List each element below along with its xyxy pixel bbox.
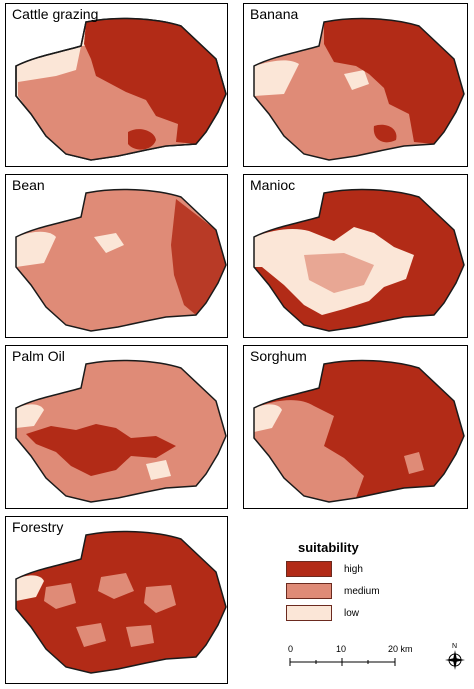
- region-outline: [253, 188, 465, 332]
- region-low: [16, 404, 44, 428]
- region-medium: [98, 573, 134, 599]
- map-panel-bean: Bean: [5, 174, 228, 338]
- region-high: [171, 199, 226, 315]
- map-palm-oil: [15, 359, 227, 503]
- region-high: [324, 18, 464, 144]
- region-medium: [16, 360, 226, 502]
- panel-title: Cattle grazing: [12, 6, 99, 22]
- region-low: [16, 231, 56, 267]
- region-high: [373, 124, 397, 143]
- legend-label: medium: [344, 585, 380, 597]
- legend: suitability high medium low: [286, 540, 446, 621]
- scale-tick-10: 10: [336, 644, 346, 654]
- scale-tick-20: 20 km: [388, 644, 413, 654]
- panel-title: Banana: [250, 6, 299, 22]
- region-medium: [304, 253, 374, 293]
- panel-title: Palm Oil: [12, 348, 65, 364]
- map-panel-manioc: Manioc: [243, 174, 468, 338]
- map-panel-cattle-grazing: Cattle grazing: [5, 3, 228, 167]
- map-sorghum: [253, 359, 465, 503]
- panel-title: Manioc: [250, 177, 296, 193]
- region-medium: [254, 400, 364, 502]
- map-bean: [15, 188, 227, 332]
- legend-label: low: [344, 607, 360, 619]
- compass-icon: N: [440, 640, 470, 674]
- region-medium: [44, 583, 76, 609]
- legend-swatch-medium: [286, 583, 332, 599]
- panel-title: Bean: [12, 177, 45, 193]
- region-outline: [253, 17, 465, 161]
- map-manioc: [253, 188, 465, 332]
- legend-item-high: high: [286, 561, 446, 577]
- region-outline: [253, 359, 465, 503]
- legend-swatch-low: [286, 605, 332, 621]
- map-cattle-grazing: [15, 17, 227, 161]
- map-forestry: [15, 530, 227, 674]
- scale-tick-0: 0: [288, 644, 293, 654]
- region-low: [344, 70, 369, 90]
- legend-label: high: [344, 563, 363, 575]
- region-high: [16, 531, 226, 673]
- map-panel-forestry: Forestry: [5, 516, 228, 684]
- region-outline: [15, 530, 227, 674]
- region-low: [254, 60, 299, 96]
- region-outline: [15, 188, 227, 332]
- map-panel-sorghum: Sorghum: [243, 345, 468, 509]
- legend-swatch-high: [286, 561, 332, 577]
- region-low: [254, 404, 282, 432]
- panel-title: Sorghum: [250, 348, 307, 364]
- scale-bar: 0 10 20 km: [280, 640, 420, 676]
- panel-title: Forestry: [12, 519, 64, 535]
- map-panel-banana: Banana: [243, 3, 468, 167]
- region-medium: [144, 585, 176, 613]
- north-arrow-graphic: N: [445, 643, 465, 670]
- region-low: [16, 575, 44, 601]
- region-low: [146, 460, 171, 480]
- scale-bar-graphic: 0 10 20 km: [288, 644, 413, 666]
- region-outline: [15, 17, 227, 161]
- region-high: [128, 129, 156, 150]
- region-medium: [76, 623, 106, 647]
- region-medium: [404, 452, 424, 474]
- legend-item-medium: medium: [286, 583, 446, 599]
- region-outline: [15, 359, 227, 503]
- map-panel-palm-oil: Palm Oil: [5, 345, 228, 509]
- map-banana: [253, 17, 465, 161]
- region-high: [84, 18, 226, 144]
- legend-title: suitability: [298, 540, 359, 555]
- north-label: N: [452, 643, 457, 650]
- region-high: [26, 424, 176, 476]
- region-low: [94, 233, 124, 253]
- legend-item-low: low: [286, 605, 446, 621]
- region-medium: [126, 625, 154, 647]
